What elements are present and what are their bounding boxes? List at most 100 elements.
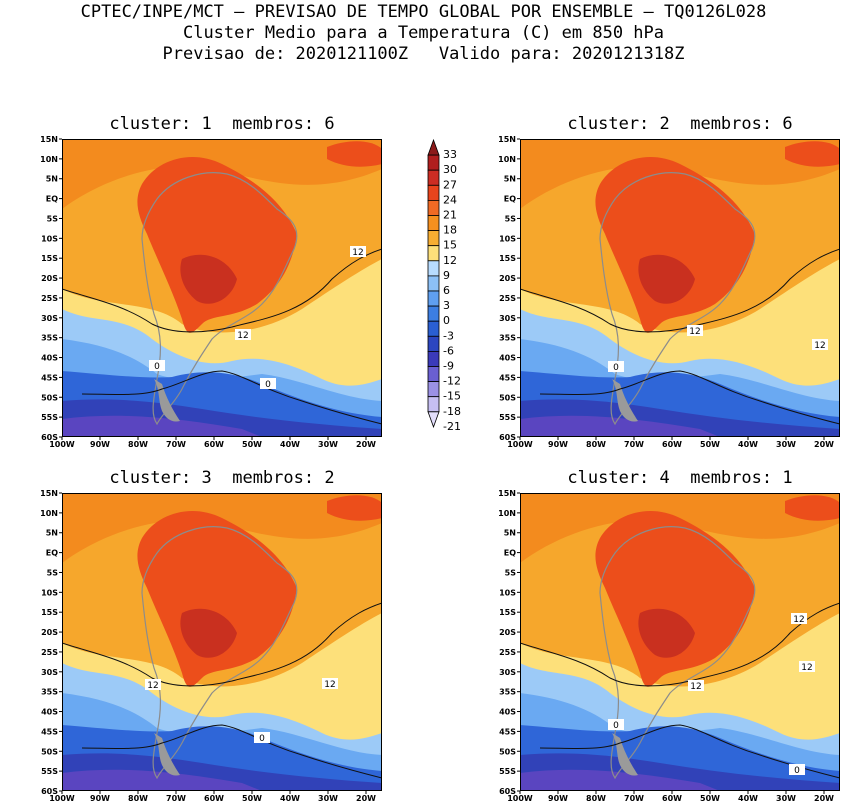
contour-label: 0 — [613, 721, 619, 731]
lon-tick-label: 60W — [204, 794, 224, 803]
colorbar-cell — [427, 381, 440, 398]
lon-tick-label: 40W — [280, 440, 300, 449]
lat-tick-label: 15N — [498, 135, 516, 144]
contour-0 — [81, 724, 382, 779]
map-frame — [62, 493, 382, 791]
lon-tick-label: 50W — [700, 794, 720, 803]
map-frame — [520, 493, 840, 791]
lon-tick-label: 20W — [814, 794, 834, 803]
lon-tick-label: 100W — [507, 440, 533, 449]
south-america-outline — [599, 526, 756, 780]
colorbar-label: 0 — [443, 314, 450, 327]
colorbar-label: -21 — [443, 420, 461, 433]
lon-tick-label: 90W — [90, 440, 110, 449]
colorbar-label: -6 — [443, 344, 454, 357]
contour-label: 0 — [154, 362, 160, 372]
lat-tick-label: 40S — [41, 354, 58, 363]
south-america-outline — [599, 172, 756, 426]
lat-tick-label: 10S — [41, 234, 58, 243]
lon-tick-label: 40W — [280, 794, 300, 803]
contour-0 — [539, 724, 840, 779]
lat-tick-label: 5S — [47, 214, 59, 223]
colorbar-label: 30 — [443, 163, 457, 176]
lat-tick-label: 20S — [499, 274, 516, 283]
lat-tick-label: 25S — [41, 294, 58, 303]
colorbar-label: -15 — [443, 390, 461, 403]
panel-title-2: cluster: 2 membros: 6 — [567, 114, 793, 134]
lat-tick-label: 55S — [41, 413, 58, 422]
colorbar-cell — [427, 260, 440, 277]
lat-tick-label: EQ — [46, 549, 58, 558]
lat-tick-label: 10N — [498, 155, 516, 164]
lat-tick-label: 10S — [499, 588, 516, 597]
lat-tick-label: 15N — [498, 489, 516, 498]
lat-tick-label: 25S — [499, 294, 516, 303]
colorbar-cell — [427, 215, 440, 232]
lat-tick-label: 15N — [40, 135, 58, 144]
lon-tick-label: 80W — [586, 440, 606, 449]
colorbar-label: 15 — [443, 239, 457, 252]
lat-tick-label: 25S — [499, 648, 516, 657]
lon-tick-label: 70W — [166, 794, 186, 803]
lat-tick-label: 55S — [499, 767, 516, 776]
lon-tick-label: 60W — [204, 440, 224, 449]
lat-tick-label: 60S — [41, 787, 58, 796]
lon-tick-label: 20W — [814, 440, 834, 449]
colorbar-bottom-arrow — [427, 411, 440, 429]
lon-tick-label: 70W — [624, 440, 644, 449]
lat-tick-label: 45S — [41, 727, 58, 736]
contour-0 — [81, 370, 382, 425]
lat-tick-label: EQ — [46, 195, 58, 204]
lat-tick-label: 5S — [47, 568, 59, 577]
lon-tick-label: 90W — [548, 440, 568, 449]
lat-tick-label: 55S — [499, 413, 516, 422]
colorbar-label: 3 — [443, 299, 450, 312]
lon-tick-label: 30W — [776, 440, 796, 449]
lat-tick-label: EQ — [504, 195, 516, 204]
contour-12 — [62, 602, 382, 687]
lat-tick-label: 15S — [41, 608, 58, 617]
lat-tick-label: 15S — [41, 254, 58, 263]
colorbar-label: 12 — [443, 254, 457, 267]
lon-tick-label: 70W — [166, 440, 186, 449]
lon-tick-label: 90W — [90, 794, 110, 803]
colorbar-cell — [427, 275, 440, 292]
colorbar-cell — [427, 305, 440, 322]
contour-label: 0 — [794, 766, 800, 776]
lon-tick-label: 30W — [776, 794, 796, 803]
lon-tick-label: 30W — [318, 440, 338, 449]
lat-tick-label: 10S — [499, 234, 516, 243]
lat-tick-label: 40S — [499, 708, 516, 717]
lat-tick-label: 30S — [41, 668, 58, 677]
colorbar-cell — [427, 184, 440, 201]
lat-tick-label: 5N — [504, 175, 516, 184]
lon-tick-label: 80W — [128, 440, 148, 449]
lat-tick-label: 10N — [498, 509, 516, 518]
lat-tick-label: 35S — [41, 334, 58, 343]
lat-tick-label: 5S — [505, 214, 517, 223]
lat-tick-label: 40S — [41, 708, 58, 717]
figure-title-line1: CPTEC/INPE/MCT – PREVISAO DE TEMPO GLOBA… — [80, 2, 767, 22]
south-america-outline — [141, 526, 298, 780]
lon-tick-label: 30W — [318, 794, 338, 803]
lat-tick-label: 15S — [499, 608, 516, 617]
colorbar-cell — [427, 350, 440, 367]
continent-warm-core — [595, 156, 755, 333]
lat-tick-label: 50S — [41, 393, 58, 402]
lon-tick-label: 50W — [242, 794, 262, 803]
contour-label: 0 — [265, 380, 271, 390]
figure-title-line2: Cluster Medio para a Temperatura (C) em … — [182, 23, 665, 43]
lat-tick-label: 10S — [41, 588, 58, 597]
lat-tick-label: 60S — [41, 433, 58, 442]
colorbar-cell — [427, 335, 440, 352]
contour-label: 12 — [689, 327, 700, 337]
lon-tick-label: 80W — [128, 794, 148, 803]
lat-tick-label: 55S — [41, 767, 58, 776]
lat-tick-label: 15N — [40, 489, 58, 498]
contour-label: 12 — [147, 681, 158, 691]
lat-tick-label: 30S — [499, 314, 516, 323]
colorbar-label: 9 — [443, 269, 450, 282]
lat-tick-label: 10N — [40, 509, 58, 518]
colorbar-label: -12 — [443, 375, 461, 388]
